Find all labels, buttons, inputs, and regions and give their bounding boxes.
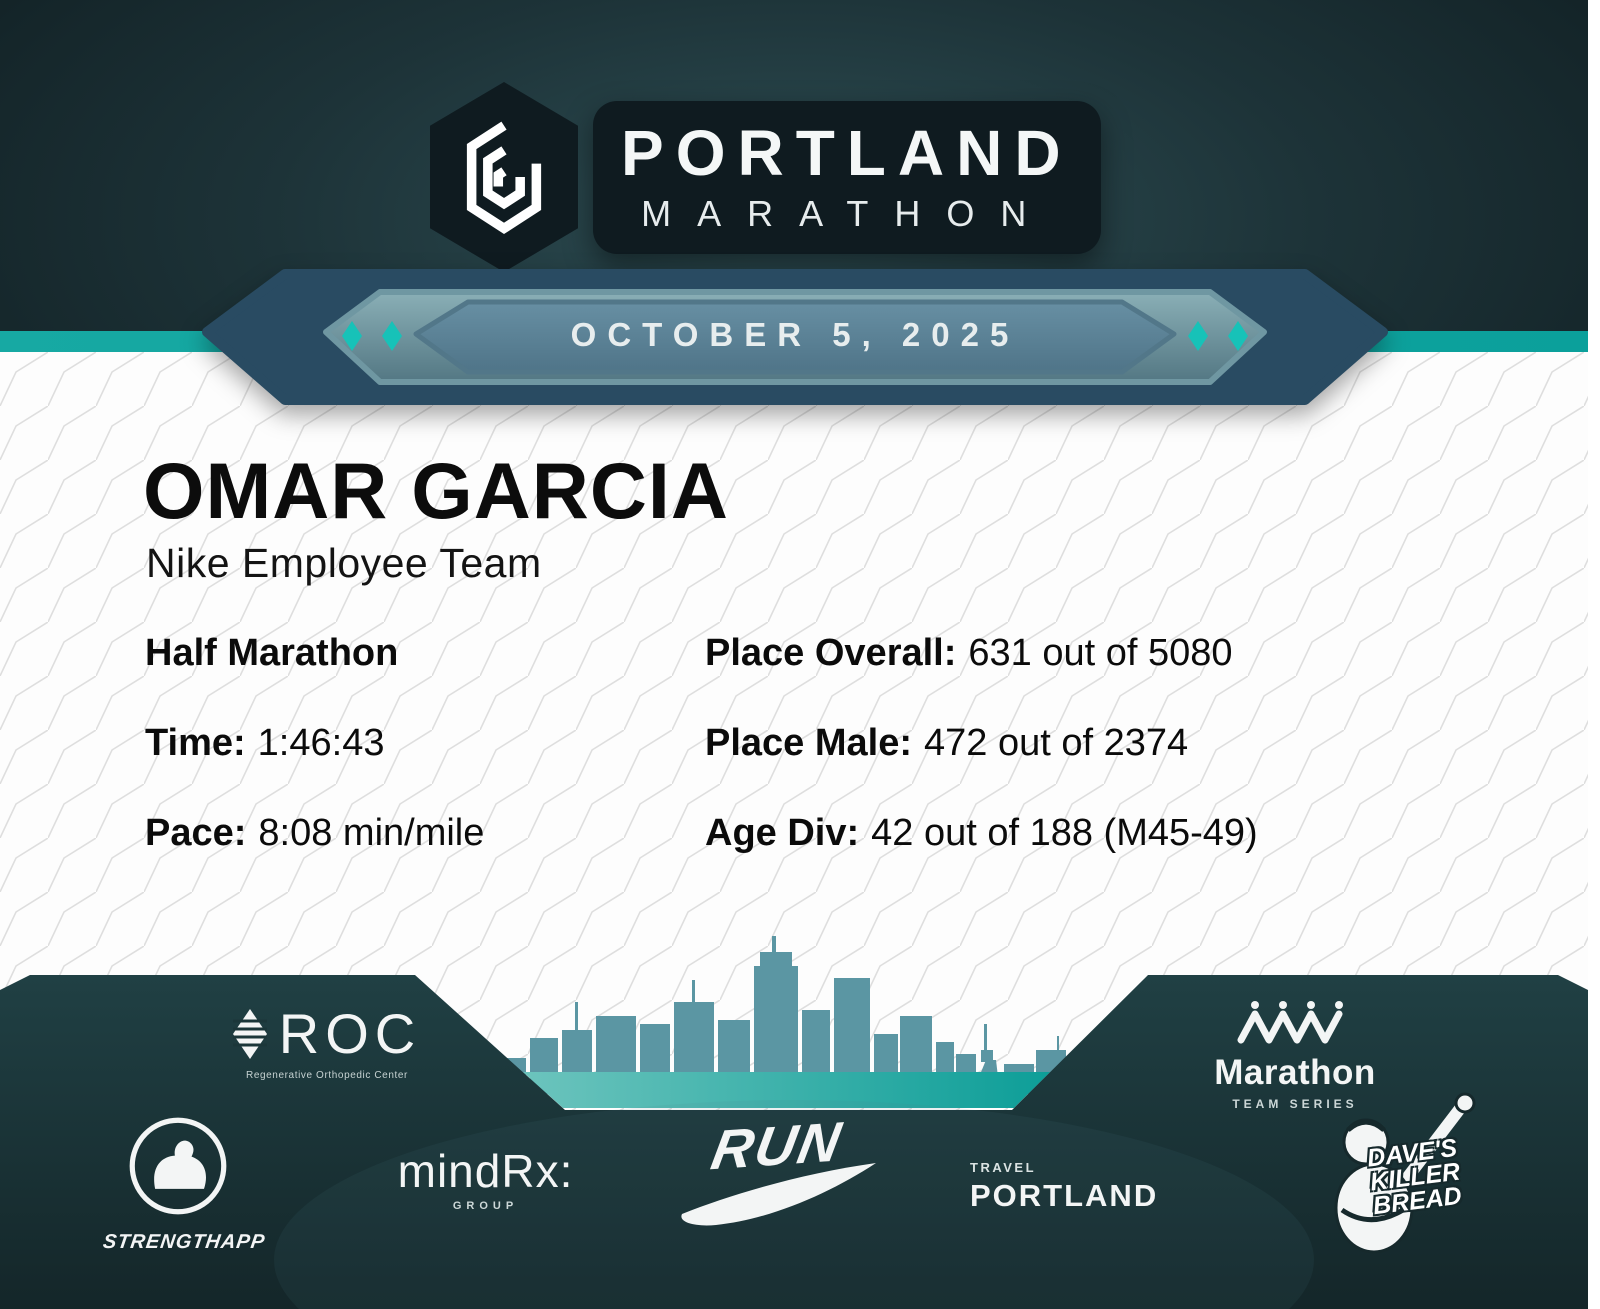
- stat-age-div: Age Div: 42 out of 188 (M45-49): [705, 812, 1258, 855]
- runners-zigzag-icon: [1237, 1001, 1343, 1044]
- time-label: Time:: [145, 722, 246, 764]
- sponsor-mindrx: mindRx: GROUP: [378, 1148, 593, 1212]
- sponsor-nike-run: RUN: [662, 1110, 892, 1243]
- roc-tagline: Regenerative Orthopedic Center: [246, 1070, 408, 1081]
- bicep-icon: [129, 1117, 227, 1215]
- roc-wordmark: ROC: [278, 1002, 422, 1065]
- sponsor-marathon-team-series: Marathon TEAM SERIES: [1185, 1000, 1405, 1111]
- race-label: Half Marathon: [145, 632, 399, 674]
- pace-value: 8:08 min/mile: [258, 812, 485, 854]
- runner-team: Nike Employee Team: [146, 540, 542, 586]
- place-male-label: Place Male:: [705, 722, 912, 764]
- strengthapp-wordmark: STRENGTHAPP: [101, 1231, 267, 1253]
- stat-pace: Pace: 8:08 min/mile: [145, 812, 484, 855]
- sponsor-roc: ROC Regenerative Orthopedic Center: [222, 1006, 432, 1081]
- stat-place-male: Place Male: 472 out of 2374: [705, 722, 1188, 765]
- diamond-accents: [342, 321, 1248, 351]
- stat-race: Half Marathon: [145, 632, 410, 675]
- place-overall-value: 631 out of 5080: [968, 632, 1233, 674]
- event-logo-subtitle: MARATHON: [641, 192, 1053, 234]
- travel-portland-wordmark: PORTLAND: [970, 1178, 1159, 1213]
- runner-name: OMAR GARCIA: [143, 446, 729, 535]
- travel-eyebrow: TRAVEL: [970, 1160, 1037, 1175]
- event-date: OCTOBER 5, 2025: [570, 316, 1020, 353]
- marathon-series-wordmark: Marathon: [1214, 1053, 1376, 1092]
- marathon-series-subtitle: TEAM SERIES: [1232, 1097, 1358, 1111]
- event-logo-title: PORTLAND: [621, 116, 1073, 189]
- sponsor-strengthapp: STRENGTHAPP: [101, 1114, 267, 1254]
- event-logo: PORTLAND MARATHON: [430, 82, 1101, 272]
- hexagon-spiral-icon: [430, 82, 578, 272]
- nike-swoosh-icon: [681, 1163, 876, 1226]
- pace-label: Pace:: [145, 812, 247, 854]
- hexagon-spiral-glyph: [466, 121, 542, 235]
- date-ribbon: OCTOBER 5, 2025: [200, 266, 1390, 408]
- footer-dark-panel: [0, 975, 1588, 1309]
- daves-mascot-icon: [1334, 1092, 1476, 1254]
- age-div-label: Age Div:: [705, 812, 860, 854]
- stat-place-overall: Place Overall: 631 out of 5080: [705, 632, 1233, 675]
- roc-diamond-icon: [232, 1009, 267, 1059]
- daves-wordmark: DAVE'S KILLER BREAD: [1366, 1134, 1464, 1220]
- sponsor-travel-portland: TRAVEL PORTLAND: [970, 1160, 1200, 1214]
- date-ribbon-graphic: [202, 269, 1388, 405]
- age-div-value: 42 out of 188 (M45-49): [871, 812, 1258, 854]
- sponsor-daves-killer-bread: DAVE'S KILLER BREAD: [1312, 1090, 1507, 1285]
- place-overall-label: Place Overall:: [705, 632, 957, 674]
- city-skyline: [470, 936, 1090, 1094]
- stat-time: Time: 1:46:43: [145, 722, 384, 765]
- mindrx-wordmark: mindRx:: [397, 1145, 574, 1197]
- teal-base-bar: [523, 1072, 1050, 1108]
- event-logo-text: PORTLAND MARATHON: [593, 100, 1101, 254]
- mindrx-subtitle: GROUP: [452, 1200, 519, 1212]
- time-value: 1:46:43: [257, 722, 385, 764]
- place-male-value: 472 out of 2374: [924, 722, 1189, 764]
